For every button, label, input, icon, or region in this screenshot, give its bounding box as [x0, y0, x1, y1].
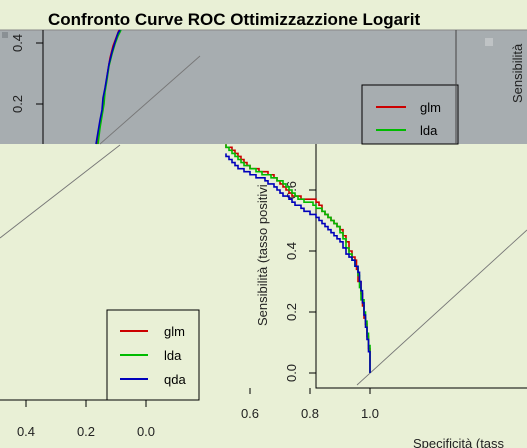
main-x-tick-label: 1.0	[361, 406, 379, 421]
left-panel: 0.4 0.2 0.0 glm lda qda	[0, 145, 199, 439]
main-y-axis-label: Sensibilità (tasso positivi	[255, 184, 270, 326]
top-right-y-label: Sensibilità	[510, 43, 525, 103]
left-x-ticks: 0.4 0.2 0.0	[17, 400, 155, 439]
main-y-tick-label: 0.0	[284, 364, 299, 382]
blur-artifact	[485, 38, 493, 46]
main-x-tick-label: 0.6	[241, 406, 259, 421]
left-legend-label-qda: qda	[164, 372, 186, 387]
top-y-tick-label: 0.4	[10, 34, 25, 52]
main-y-tick-label: 0.2	[284, 303, 299, 321]
main-diagonal-line	[357, 230, 527, 385]
main-y-tick-label: 0.4	[284, 242, 299, 260]
left-legend-label-glm: glm	[164, 324, 185, 339]
top-overlay-panel: 0.4 0.2 glm lda Sensibilità	[0, 30, 527, 144]
left-diagonal-line	[0, 145, 120, 238]
window-title: Confronto Curve ROC Ottimizzazzione Loga…	[48, 10, 420, 29]
left-x-tick-label: 0.4	[17, 424, 35, 439]
main-panel: 1.0 0.8 0.6 0.0 0.2 0.4 0.6 Sensibilità (tass…	[226, 130, 527, 448]
left-legend: glm lda qda	[107, 310, 199, 400]
main-x-axis-label: Specificità (tass	[413, 436, 505, 448]
top-legend-label-lda: lda	[420, 123, 438, 138]
left-x-tick-label: 0.2	[77, 424, 95, 439]
left-x-tick-label: 0.0	[137, 424, 155, 439]
top-legend-label-glm: glm	[420, 100, 441, 115]
main-x-ticks: 1.0 0.8 0.6	[241, 388, 379, 421]
main-y-ticks: 0.00.20.40.6	[284, 181, 316, 382]
top-legend-box	[362, 85, 458, 144]
main-x-tick-label: 0.8	[301, 406, 319, 421]
top-y-tick-label: 0.2	[10, 95, 25, 113]
left-legend-label-lda: lda	[164, 348, 182, 363]
blur-artifact	[2, 32, 8, 38]
